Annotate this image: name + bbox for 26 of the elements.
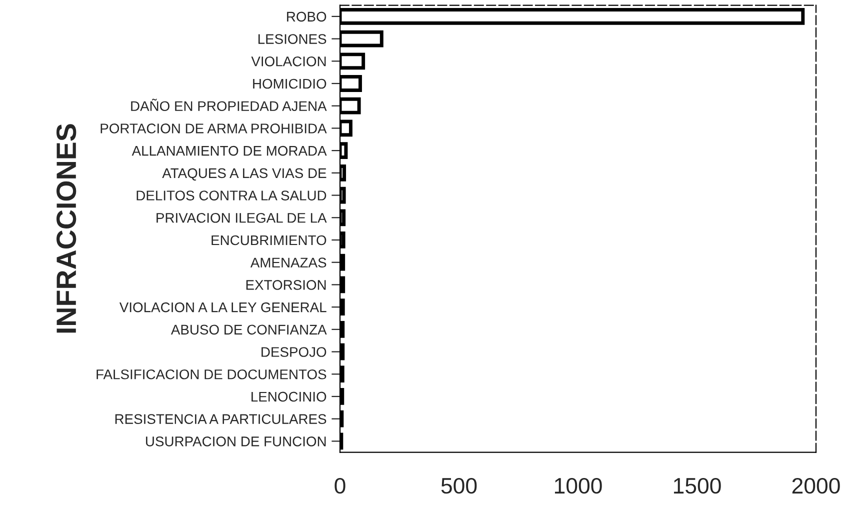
y-axis-title: INFRACCIONES [56,124,76,333]
x-tick-label: 500 [441,478,477,494]
y-tick-label: FALSIFICACION DE DOCUMENTOS [96,369,326,380]
y-tick-label: VIOLACION A LA LEY GENERAL [119,302,326,312]
y-tick-label: VIOLACION [251,56,326,66]
y-tick-label: EXTORSION [246,280,326,290]
x-tick-label: 1000 [554,478,602,494]
y-tick-label: USURPACION DE FUNCION [146,436,326,446]
y-tick-label: ABUSO DE CONFIANZA [170,324,327,335]
x-tick-label: 2000 [792,478,840,494]
y-tick-label: DAÑO EN PROPIEDAD AJENA [131,98,327,112]
x-tick-label: 1500 [674,478,721,494]
x-tick-label: 0 [334,478,346,494]
y-tick-label: ATAQUES A LAS VIAS DE [162,168,326,181]
y-tick-label: LESIONES [258,34,326,44]
y-tick-label: PRIVACION ILEGAL DE LA [156,212,327,223]
y-tick-label: DELITOS CONTRA LA SALUD [136,190,326,200]
y-tick-label: RESISTENCIA A PARTICULARES [115,414,326,424]
y-tick-label: DESPOJO [262,347,326,357]
y-tick-label: ENCUBRIMIENTO [212,235,326,246]
y-tick-label: ALLANAMIENTO DE MORADA [132,146,327,156]
y-tick-label: HOMICIDIO [253,78,326,89]
y-tick-label: LENOCINIO [252,392,326,402]
y-tick-label: AMENAZAS [250,258,326,268]
y-tick-label: ROBO [287,12,326,22]
y-tick-label: PORTACION DE ARMA PROHIBIDA [100,124,327,134]
